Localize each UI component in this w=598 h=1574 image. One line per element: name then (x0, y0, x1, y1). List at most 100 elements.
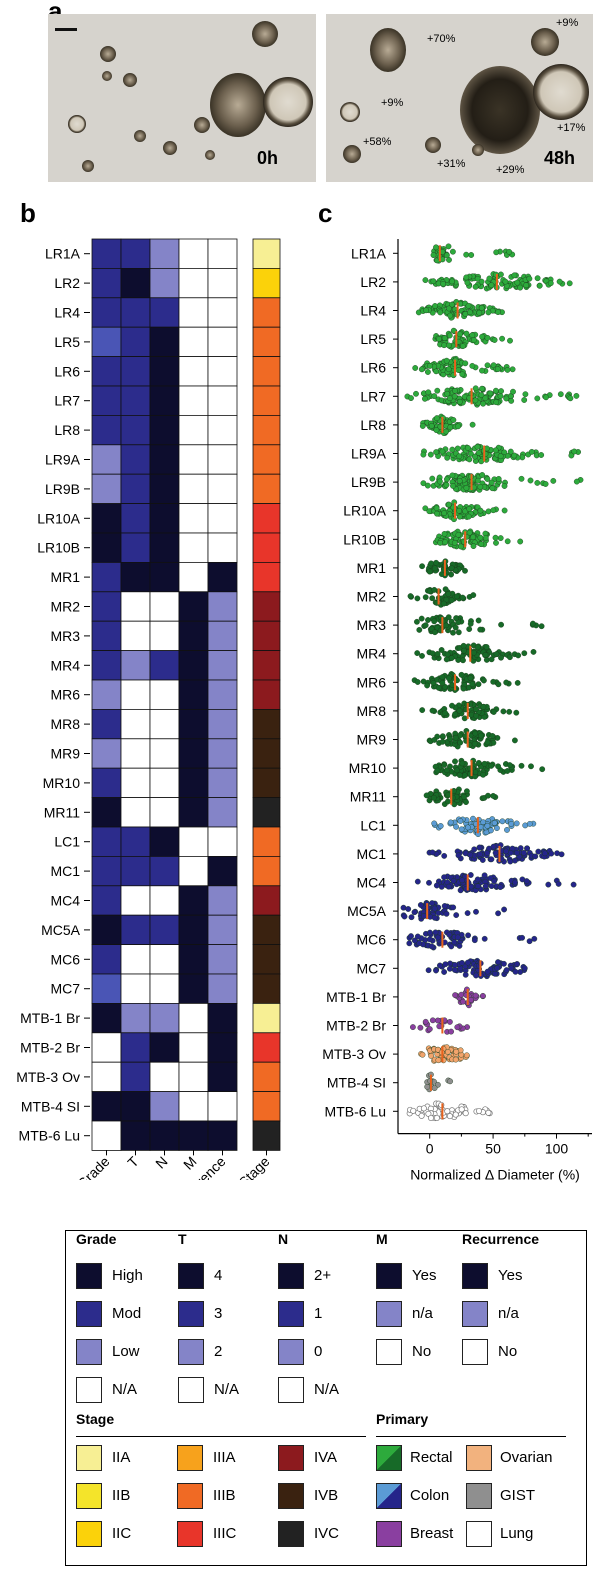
category-label: MC7 (356, 960, 386, 976)
data-point (492, 534, 499, 541)
heatmap-cell (207, 826, 238, 857)
heatmap-cell (120, 944, 151, 975)
data-point (482, 395, 489, 402)
data-point (429, 1017, 436, 1024)
data-point (434, 650, 441, 657)
data-point (458, 1106, 465, 1113)
data-point (469, 421, 476, 428)
heatmap-cell (91, 297, 122, 328)
heatmap-cell (207, 1003, 238, 1034)
data-point (456, 707, 463, 714)
data-point (448, 943, 455, 950)
data-point (429, 650, 436, 657)
heatmap-row-label: MC5A (41, 922, 81, 938)
data-point (419, 707, 426, 713)
data-point (478, 392, 485, 399)
stage-label: IIB (112, 1487, 131, 1504)
data-point (473, 972, 479, 979)
data-point (500, 708, 507, 715)
data-point (538, 623, 545, 630)
data-point (456, 478, 463, 484)
data-point (430, 252, 437, 258)
data-point (429, 475, 436, 482)
stage-cell (252, 414, 281, 446)
heatmap-cell (207, 738, 238, 769)
category-label: LR9B (351, 474, 386, 490)
data-point (512, 879, 519, 886)
x-tick-label: 100 (545, 1141, 569, 1157)
data-point (473, 712, 480, 719)
stage-swatch (76, 1483, 102, 1509)
data-point (532, 853, 539, 860)
data-point (492, 387, 499, 394)
data-point (470, 592, 477, 598)
primary-swatch (376, 1521, 402, 1547)
stage-label: IIC (112, 1525, 132, 1542)
data-point (410, 1107, 417, 1114)
data-point (506, 708, 513, 715)
heatmap-cell (91, 767, 122, 799)
heatmap-cell (91, 561, 122, 593)
data-point (475, 883, 481, 890)
data-point (508, 821, 515, 827)
x-tick-label: 50 (485, 1141, 501, 1157)
category-label: MTB-4 SI (327, 1075, 386, 1091)
data-point (442, 710, 449, 716)
data-point (448, 1028, 455, 1035)
data-point (411, 937, 418, 944)
heatmap-cell (149, 620, 180, 652)
heatmap-cell (149, 385, 180, 416)
data-point (480, 703, 487, 710)
heatmap-row-label: MR8 (50, 716, 80, 732)
legend-swatch (178, 1339, 204, 1365)
data-point (453, 593, 460, 600)
primary-label: Rectal (410, 1449, 453, 1466)
data-point (542, 481, 549, 487)
heatmap-cell (91, 650, 122, 681)
stage-cell (252, 1032, 281, 1063)
data-point (484, 968, 491, 975)
heatmap-cell (207, 1032, 238, 1063)
heatmap-cell (178, 503, 209, 534)
data-point (422, 505, 429, 512)
stage-cell (252, 591, 281, 622)
legend-group-title: Grade (76, 1231, 117, 1247)
heatmap-cell (91, 268, 122, 299)
data-point (514, 679, 521, 686)
legend-swatch (178, 1377, 204, 1403)
heatmap-cell (149, 503, 180, 534)
heatmap-row-label: LR1A (45, 246, 81, 262)
heatmap-cell (149, 650, 180, 681)
data-point (466, 505, 473, 512)
primary-legend-title: Primary (376, 1411, 429, 1427)
heatmap-row-label: MC7 (50, 981, 80, 997)
growth-label: +31% (437, 158, 466, 170)
heatmap-cell (120, 1061, 151, 1093)
data-point (447, 424, 454, 431)
data-point (427, 362, 433, 369)
data-point (479, 385, 485, 392)
data-point (459, 760, 466, 767)
data-point (488, 656, 495, 663)
data-point (450, 327, 457, 334)
legend-label: Yes (498, 1267, 523, 1284)
data-point (499, 335, 506, 342)
legend-label: Low (112, 1343, 140, 1360)
data-point (414, 618, 420, 625)
heatmap-cell (120, 591, 151, 622)
data-point (445, 591, 452, 597)
data-point (543, 394, 549, 401)
data-point (459, 371, 466, 378)
legend-swatch (376, 1263, 402, 1289)
legend-label: 2 (214, 1343, 223, 1360)
heatmap-cell (91, 1003, 122, 1034)
data-point (484, 476, 491, 482)
heatmap-cell (149, 532, 180, 563)
data-point (452, 992, 459, 998)
data-point (526, 275, 533, 282)
stage-swatch (76, 1445, 102, 1471)
stage-swatch (177, 1483, 203, 1509)
heatmap-column-label: N (152, 1153, 170, 1171)
legend-label: 2+ (314, 1267, 332, 1284)
stage-cell (252, 797, 281, 828)
